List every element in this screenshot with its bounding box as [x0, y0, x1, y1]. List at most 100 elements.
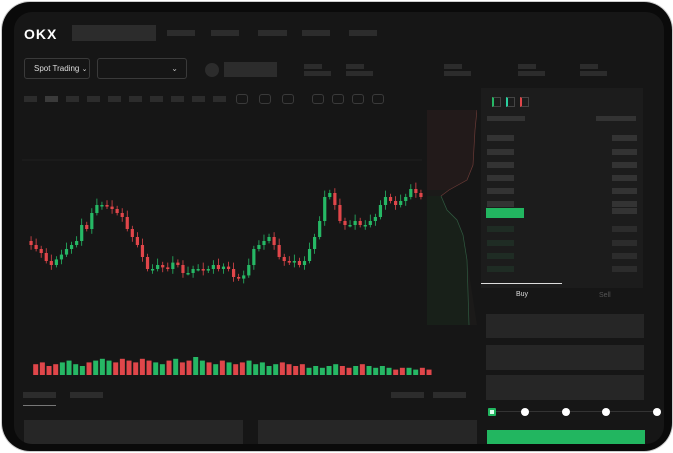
- timeframe-tool-button[interactable]: [192, 96, 205, 102]
- timeframe-tool-button[interactable]: [213, 96, 226, 102]
- total-input[interactable]: [486, 375, 644, 400]
- volume-bar: [79, 366, 85, 375]
- candle: [29, 241, 33, 245]
- timeframe-tool-button[interactable]: [108, 96, 121, 102]
- candle: [191, 269, 195, 273]
- candle: [318, 221, 322, 237]
- ask-size: [612, 162, 637, 168]
- candle: [282, 257, 286, 261]
- volume-bar: [33, 364, 39, 375]
- candle: [90, 213, 94, 229]
- volume-bar: [186, 360, 192, 375]
- candle: [206, 269, 210, 271]
- candle: [307, 249, 312, 261]
- nav-item[interactable]: [302, 30, 330, 36]
- candle: [348, 225, 352, 227]
- candle: [419, 193, 423, 197]
- candle: [186, 273, 190, 275]
- candle: [267, 237, 271, 241]
- candle: [313, 237, 317, 249]
- bid-price: [487, 266, 514, 272]
- book-asks-icon[interactable]: [520, 97, 529, 107]
- candle: [226, 266, 231, 269]
- pair-dropdown[interactable]: ⌄: [97, 58, 187, 79]
- candle: [110, 206, 114, 209]
- pair-name: [224, 62, 277, 77]
- buy-submit-button[interactable]: [487, 430, 645, 444]
- okx-logo: OKX: [24, 26, 58, 42]
- candle: [388, 197, 393, 201]
- bid-size: [612, 226, 637, 232]
- candlestick-chart[interactable]: [22, 100, 474, 380]
- ask-price: [487, 135, 514, 141]
- candle: [181, 265, 185, 273]
- nav-item[interactable]: [211, 30, 239, 36]
- volume-bar: [366, 366, 372, 375]
- bid-price: [487, 253, 514, 259]
- candle: [69, 245, 74, 249]
- ask-size: [612, 135, 637, 141]
- volume-bar: [299, 364, 305, 375]
- ask-size: [612, 149, 637, 155]
- candle: [64, 249, 69, 255]
- spot-trading-dropdown[interactable]: Spot Trading ⌄: [24, 58, 90, 79]
- drawing-tool-button[interactable]: [259, 94, 271, 104]
- candle: [343, 221, 347, 225]
- book-both-icon[interactable]: [492, 97, 501, 107]
- ask-price: [487, 149, 514, 155]
- candle: [171, 262, 175, 269]
- search-bar[interactable]: [72, 25, 156, 41]
- book-bids-icon[interactable]: [506, 97, 515, 107]
- amount-input[interactable]: [486, 345, 644, 370]
- volume-bar: [39, 362, 45, 375]
- timeframe-tool-button[interactable]: [24, 96, 37, 102]
- drawing-tool-button[interactable]: [372, 94, 384, 104]
- tab-buy[interactable]: Buy: [516, 291, 529, 298]
- amount-slider[interactable]: [490, 411, 658, 412]
- candle: [176, 262, 180, 265]
- filter-button[interactable]: [391, 392, 424, 398]
- candle: [378, 205, 383, 217]
- candle: [252, 249, 256, 265]
- timeframe-tool-button[interactable]: [129, 96, 142, 102]
- timeframe-tool-button[interactable]: [66, 96, 79, 102]
- volume-bar: [373, 367, 379, 375]
- nav-item[interactable]: [349, 30, 377, 36]
- volume-bar: [266, 366, 272, 375]
- volume-bar: [66, 360, 72, 375]
- filter-button[interactable]: [433, 392, 466, 398]
- volume-bar: [193, 357, 199, 375]
- drawing-tool-button[interactable]: [332, 94, 344, 104]
- candle: [100, 205, 104, 207]
- candle: [145, 257, 150, 269]
- volume-bar: [153, 362, 159, 375]
- candle: [353, 221, 357, 225]
- volume-bar: [73, 364, 79, 375]
- price-input[interactable]: [486, 314, 644, 338]
- volume-bar: [426, 369, 432, 375]
- candle: [80, 225, 84, 241]
- timeframe-tool-button[interactable]: [171, 96, 184, 102]
- volume-bar: [293, 366, 299, 375]
- ask-price: [487, 175, 514, 181]
- nav-item[interactable]: [258, 30, 287, 36]
- timeframe-tool-button[interactable]: [150, 96, 163, 102]
- candle: [277, 245, 281, 257]
- active-tab-indicator: [23, 405, 56, 406]
- drawing-tool-button[interactable]: [352, 94, 364, 104]
- ask-price: [487, 201, 514, 207]
- tab-sell[interactable]: Sell: [599, 292, 611, 299]
- drawing-tool-button[interactable]: [312, 94, 324, 104]
- drawing-tool-button[interactable]: [282, 94, 294, 104]
- tab-order-history[interactable]: [70, 392, 103, 398]
- tab-open-orders[interactable]: [23, 392, 56, 398]
- orders-panel: [258, 420, 477, 444]
- candle: [257, 245, 261, 249]
- candle: [120, 213, 124, 217]
- timeframe-tool-button[interactable]: [45, 96, 58, 102]
- timeframe-tool-button[interactable]: [87, 96, 100, 102]
- drawing-tool-button[interactable]: [236, 94, 248, 104]
- candle: [161, 265, 165, 268]
- nav-item[interactable]: [167, 30, 195, 36]
- ask-size: [612, 201, 637, 207]
